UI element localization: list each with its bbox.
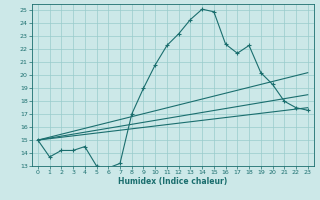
X-axis label: Humidex (Indice chaleur): Humidex (Indice chaleur) (118, 177, 228, 186)
